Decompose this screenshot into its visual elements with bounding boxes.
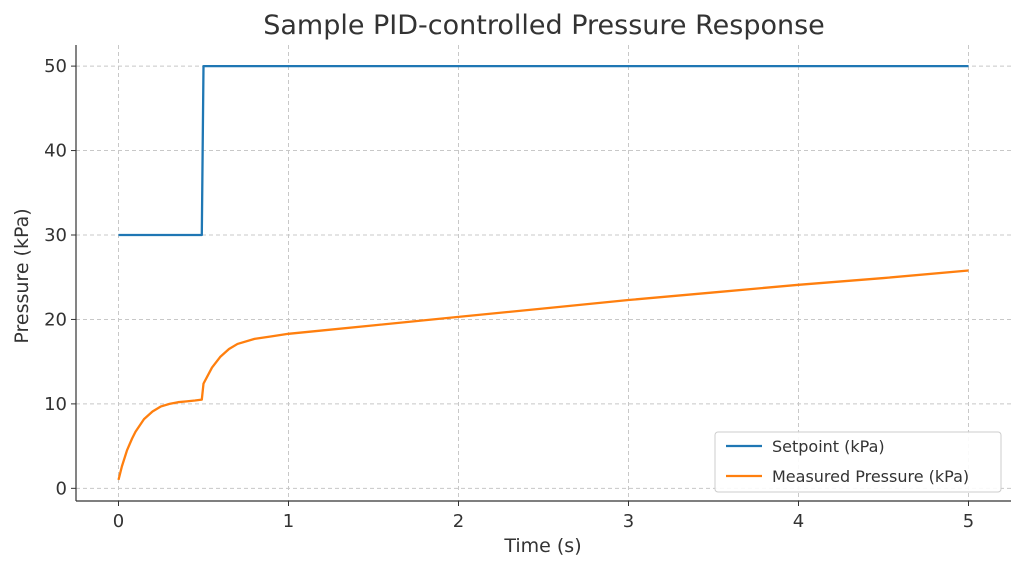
y-tick-label: 10: [44, 394, 67, 415]
series-layer: [117, 64, 969, 481]
x-tick-label: 5: [963, 511, 974, 532]
legend: Setpoint (kPa) Measured Pressure (kPa): [714, 431, 1002, 493]
chart-title: Sample PID-controlled Pressure Response: [263, 10, 825, 41]
y-tick-label: 30: [44, 225, 67, 246]
measured-pressure-line: [117, 269, 969, 481]
legend-label-setpoint: Setpoint (kPa): [772, 437, 885, 456]
y-tick-label: 40: [44, 141, 67, 162]
x-tick-label: 3: [623, 511, 634, 532]
setpoint-line: [118, 64, 969, 237]
x-tick-label: 2: [453, 511, 464, 532]
x-tick-label: 4: [793, 511, 804, 532]
y-tick-label: 0: [56, 478, 67, 499]
y-axis-label: Pressure (kPa): [11, 208, 33, 343]
y-tick-label: 20: [44, 309, 67, 330]
x-axis-label: Time (s): [503, 535, 581, 557]
axes: [71, 45, 1011, 506]
legend-frame: [714, 431, 1002, 493]
x-tick-label: 0: [113, 511, 124, 532]
y-tick-label: 50: [44, 56, 67, 77]
x-tick-label: 1: [283, 511, 294, 532]
legend-label-measured: Measured Pressure (kPa): [772, 467, 969, 486]
